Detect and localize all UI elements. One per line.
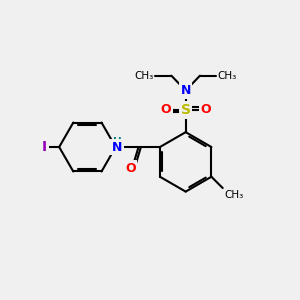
Text: S: S [181,103,191,117]
Text: O: O [200,103,211,116]
Text: H: H [113,137,122,147]
Text: CH₃: CH₃ [224,190,243,200]
Text: I: I [42,140,47,154]
Text: N: N [181,84,191,97]
Text: O: O [160,103,171,116]
Text: CH₃: CH₃ [134,71,154,81]
Text: CH₃: CH₃ [218,71,237,81]
Text: O: O [125,162,136,175]
Text: N: N [112,140,122,154]
